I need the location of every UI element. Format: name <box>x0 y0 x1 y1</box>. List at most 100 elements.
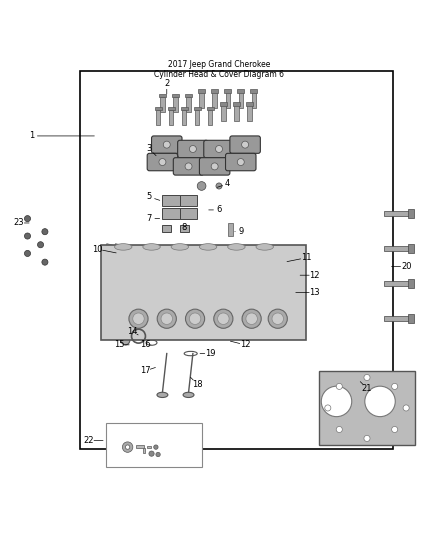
Circle shape <box>246 313 258 325</box>
Bar <box>182 110 186 125</box>
Text: 4: 4 <box>225 179 230 188</box>
Bar <box>162 195 180 206</box>
Text: 16: 16 <box>140 341 150 349</box>
Circle shape <box>272 313 283 325</box>
Circle shape <box>159 158 166 166</box>
Ellipse shape <box>115 244 132 250</box>
Circle shape <box>189 313 201 325</box>
Bar <box>162 225 171 232</box>
Circle shape <box>25 215 31 222</box>
Text: 10: 10 <box>92 245 102 254</box>
Bar <box>115 244 138 253</box>
Text: 12: 12 <box>310 271 320 280</box>
FancyBboxPatch shape <box>178 140 208 158</box>
Text: 8: 8 <box>181 223 187 232</box>
Bar <box>199 92 204 108</box>
Bar <box>169 110 173 125</box>
Text: 21: 21 <box>362 384 372 393</box>
Circle shape <box>121 336 130 345</box>
Bar <box>180 195 197 206</box>
Circle shape <box>403 405 409 411</box>
Bar <box>234 106 239 120</box>
Bar <box>172 94 179 97</box>
FancyBboxPatch shape <box>152 136 182 154</box>
Circle shape <box>149 451 154 456</box>
Text: 5: 5 <box>147 192 152 201</box>
Bar <box>237 90 244 93</box>
Bar <box>247 106 252 120</box>
Circle shape <box>42 229 48 235</box>
Bar <box>212 92 217 108</box>
Bar <box>319 371 415 445</box>
Bar <box>385 281 410 286</box>
Circle shape <box>161 313 173 325</box>
Bar <box>208 110 212 125</box>
Bar <box>228 223 233 236</box>
Circle shape <box>242 141 249 148</box>
Bar <box>195 110 199 125</box>
Circle shape <box>157 309 177 328</box>
Text: 2017 Jeep Grand Cherokee
Cylinder Head & Cover Diagram 6: 2017 Jeep Grand Cherokee Cylinder Head &… <box>154 60 284 79</box>
Ellipse shape <box>183 392 194 398</box>
Circle shape <box>268 309 287 328</box>
Bar <box>186 97 191 112</box>
Circle shape <box>185 309 205 328</box>
Bar <box>385 316 410 321</box>
Bar <box>385 211 410 216</box>
Bar <box>181 107 187 110</box>
Bar <box>117 250 141 260</box>
Bar <box>408 209 414 218</box>
Circle shape <box>122 442 133 453</box>
Text: 9: 9 <box>238 227 244 236</box>
Bar <box>224 90 231 93</box>
Bar <box>252 92 256 108</box>
Bar <box>156 110 160 125</box>
Circle shape <box>125 445 130 449</box>
Circle shape <box>214 309 233 328</box>
Circle shape <box>38 241 44 248</box>
Bar <box>106 423 201 467</box>
Circle shape <box>218 313 229 325</box>
Text: 18: 18 <box>192 379 202 389</box>
Bar <box>162 208 180 219</box>
Bar <box>198 90 205 93</box>
Bar <box>251 90 257 93</box>
Text: 14: 14 <box>127 327 137 336</box>
Bar <box>385 246 410 251</box>
Circle shape <box>336 426 343 433</box>
Bar <box>80 71 393 449</box>
Text: 7: 7 <box>147 214 152 223</box>
Circle shape <box>392 426 398 433</box>
Bar <box>155 107 162 110</box>
Bar <box>207 107 214 110</box>
Bar <box>102 245 306 341</box>
Bar <box>185 94 192 97</box>
Bar <box>119 256 143 266</box>
Text: 11: 11 <box>301 253 311 262</box>
Bar <box>180 225 188 232</box>
Text: 13: 13 <box>309 288 320 297</box>
Circle shape <box>25 251 31 256</box>
Text: 23: 23 <box>14 219 24 228</box>
Ellipse shape <box>256 244 273 250</box>
Circle shape <box>25 233 31 239</box>
Bar <box>220 102 227 106</box>
Circle shape <box>197 182 206 190</box>
Text: 15: 15 <box>113 341 124 349</box>
Bar <box>106 244 130 253</box>
Text: 3: 3 <box>147 144 152 154</box>
Bar <box>194 107 201 110</box>
Circle shape <box>364 435 370 441</box>
Circle shape <box>242 309 261 328</box>
Bar <box>246 102 253 106</box>
Bar <box>233 102 240 106</box>
Ellipse shape <box>228 244 245 250</box>
Circle shape <box>364 375 370 381</box>
Bar <box>147 446 151 448</box>
Bar <box>226 92 230 108</box>
Circle shape <box>237 158 244 166</box>
Circle shape <box>133 313 144 325</box>
Circle shape <box>163 141 170 148</box>
Ellipse shape <box>157 392 168 398</box>
Circle shape <box>156 453 160 457</box>
